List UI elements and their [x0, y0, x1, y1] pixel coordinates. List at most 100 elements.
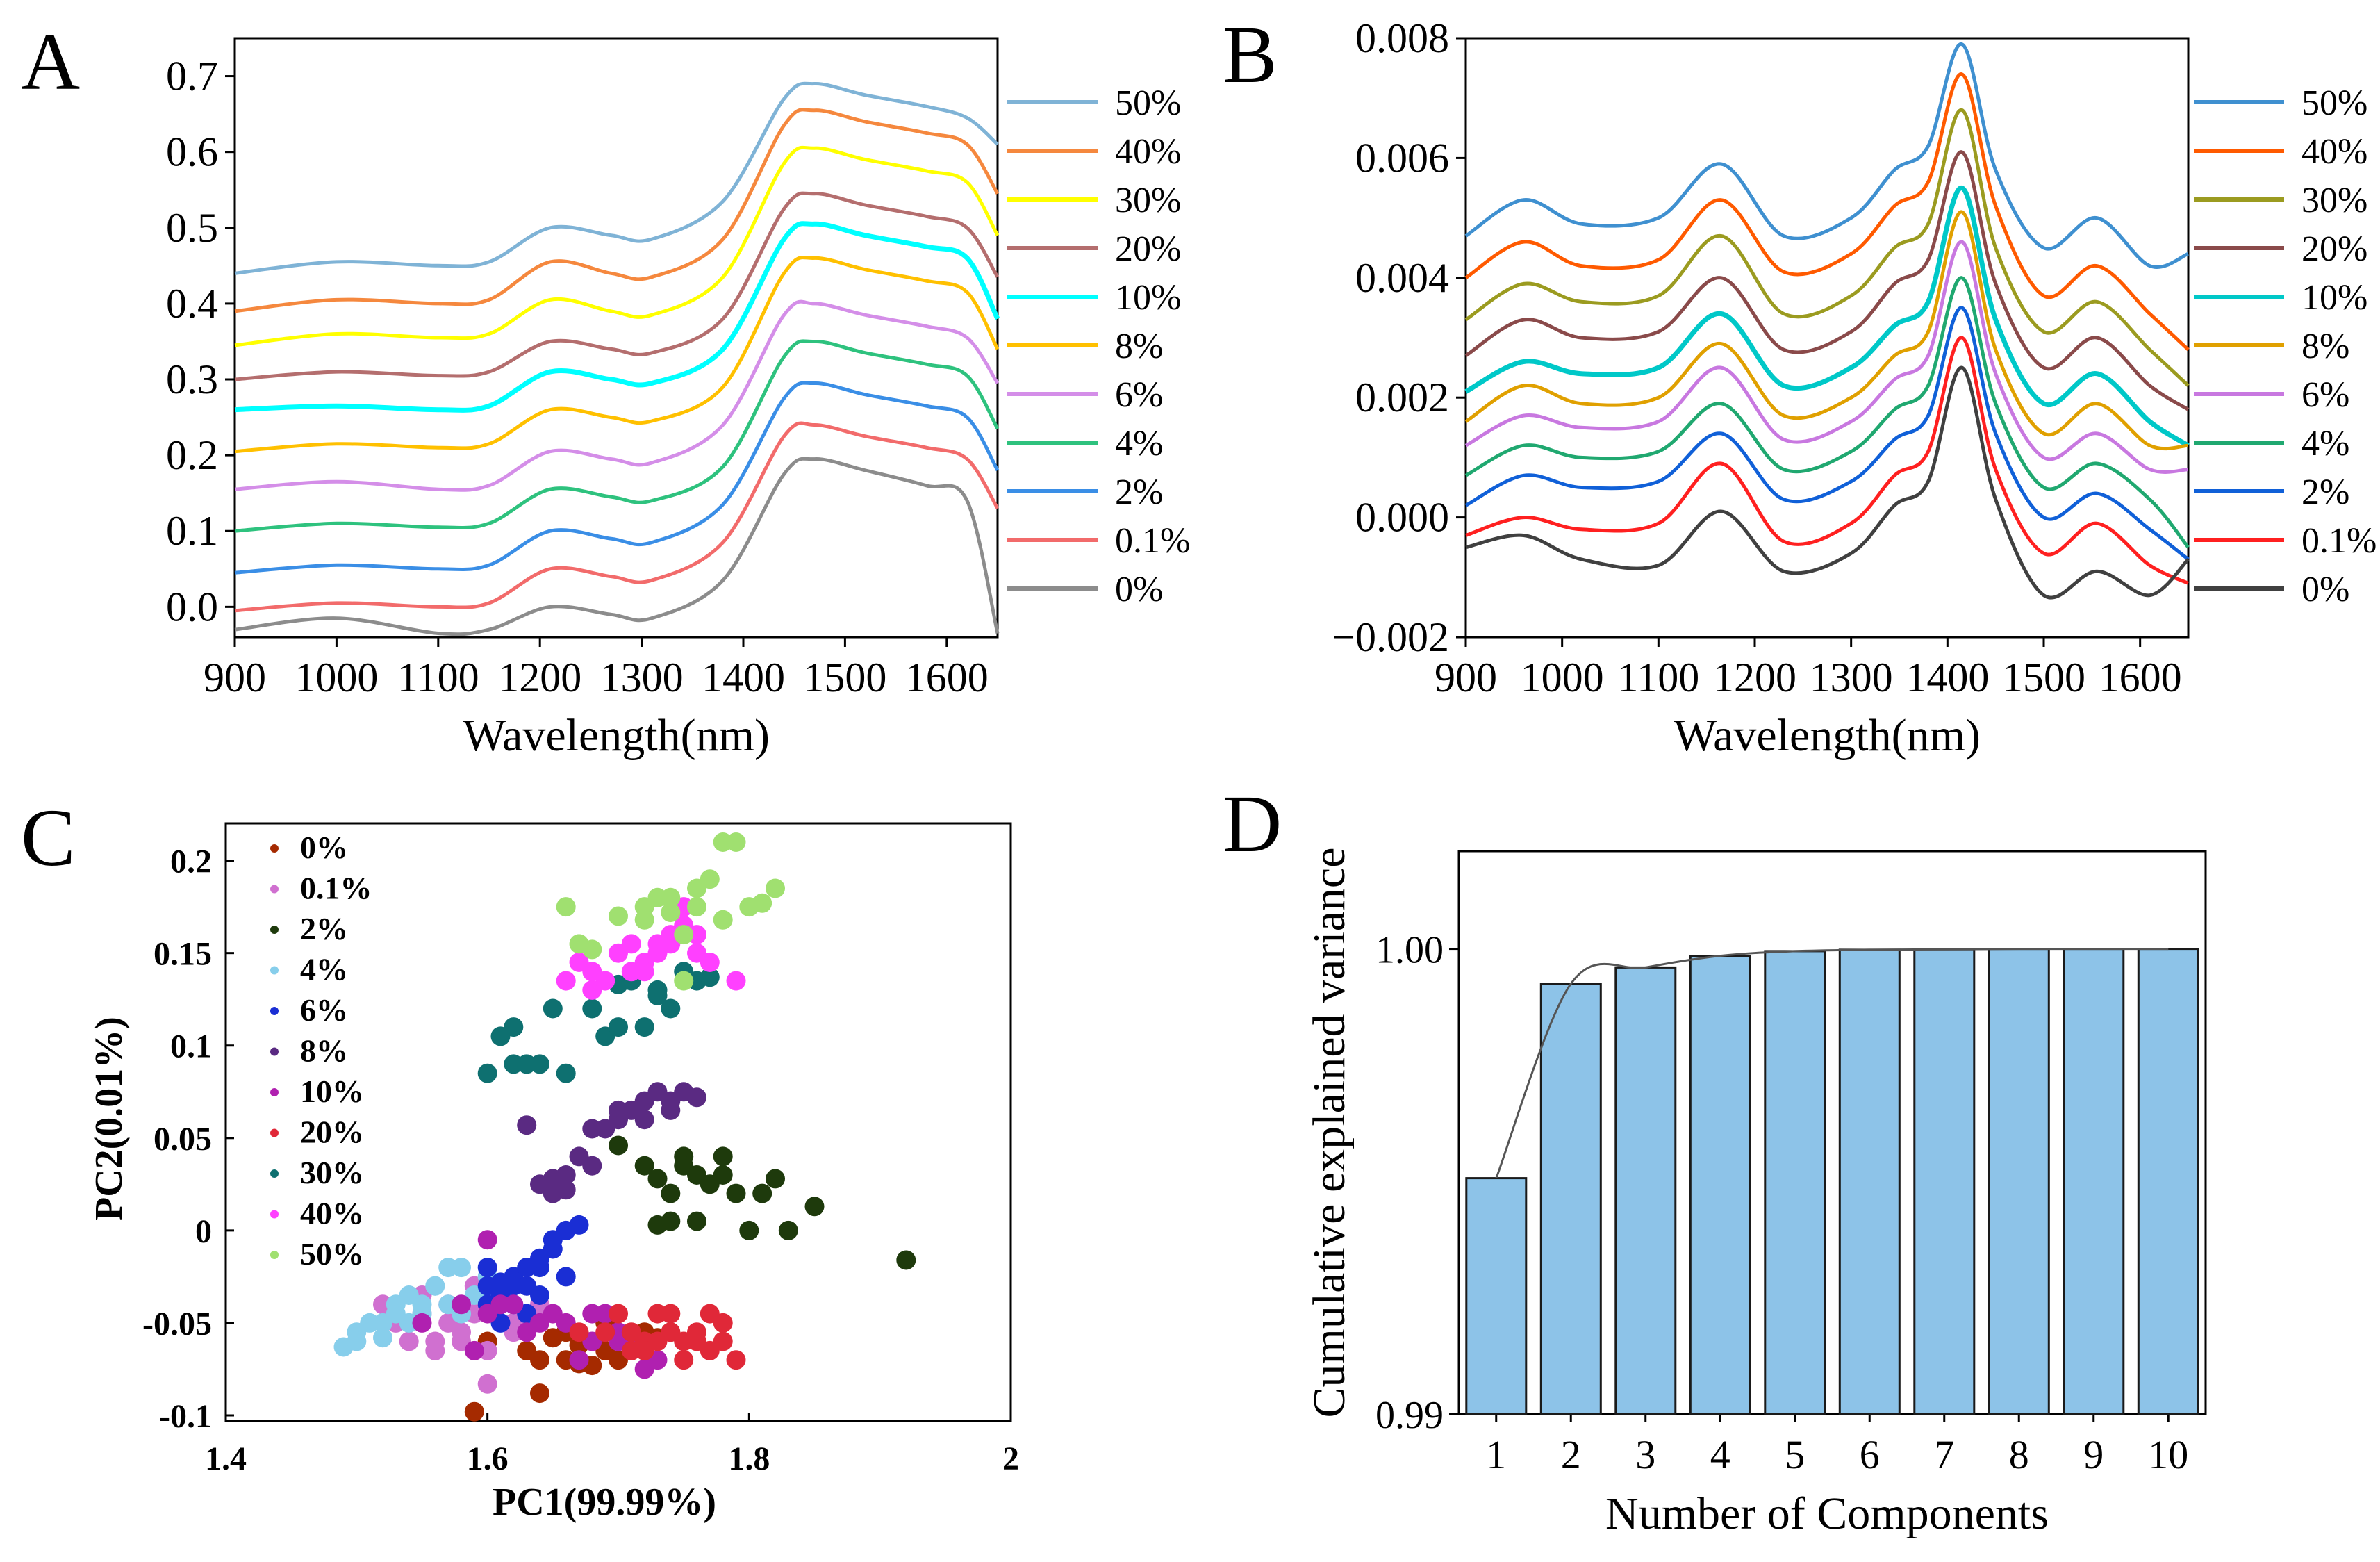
panel-b-legend-label: 0%	[2302, 570, 2349, 609]
panel-a-x-tick-label: 1600	[905, 655, 989, 700]
panel-a-y-tick-label: 0.2	[166, 432, 218, 478]
panel-b-y-tick-label: 0.004	[1355, 255, 1449, 301]
panel-d-y-tick-label: 0.99	[1375, 1394, 1444, 1437]
panel-b-legend-label: 20%	[2302, 229, 2367, 269]
panel-a-series-line	[234, 339, 1000, 533]
panel-c-data-point	[569, 1322, 589, 1342]
panel-a-legend-label: 4%	[1115, 424, 1163, 463]
panel-c-legend-marker	[270, 1169, 279, 1178]
panel-b-axes: 900 1000 1100 1200 1300 1400 1500 1600 −0.002 0.0…	[1332, 15, 2182, 700]
panel-b-y-tick-label: 0.008	[1355, 15, 1449, 61]
panel-a-series-line	[234, 145, 1000, 347]
panel-c-legend-label: 40%	[300, 1196, 364, 1231]
panel-c-data-point	[896, 1250, 916, 1270]
panel-c-y-tick-label: 0.1	[170, 1028, 212, 1065]
panel-a-series-line	[234, 457, 1000, 636]
panel-c-data-point	[609, 1304, 628, 1324]
panel-c-data-point	[477, 1374, 497, 1394]
panel-d-bar	[1689, 955, 1751, 1415]
panel-c-data-point	[674, 925, 694, 945]
panel-label-c: C	[21, 792, 76, 883]
panel-c-data-point	[713, 1146, 733, 1167]
panel-c-data-point	[582, 1304, 602, 1324]
panel-c-data-point	[661, 887, 681, 907]
panel-c-data-point	[556, 971, 576, 991]
panel-c-x-tick-label: 2	[1002, 1440, 1019, 1477]
panel-c-data-point	[634, 962, 654, 982]
panel-a-x-tick-label: 900	[204, 655, 266, 700]
panel-c-data-point	[569, 1215, 589, 1235]
panel-c-data-point	[687, 897, 706, 917]
panel-c-data-point	[477, 1258, 497, 1278]
panel-d-x-tick-label: 1	[1486, 1432, 1506, 1477]
panel-b-x-tick-label: 1200	[1713, 655, 1796, 700]
panel-a-x-axis-label: Wavelength(nm)	[463, 710, 770, 761]
panel-c-data-point	[477, 1304, 497, 1324]
panel-c-data-point	[543, 998, 563, 1019]
panel-c-y-tick-label: 0	[195, 1213, 212, 1250]
panel-c-legend-label: 2%	[300, 911, 348, 946]
panel-d-plot-frame	[1457, 850, 2207, 1415]
panel-d-bar	[1539, 983, 1602, 1415]
panel-a-legend-label: 10%	[1115, 278, 1181, 318]
panel-b-plot-frame	[1464, 37, 2190, 639]
panel-c-data-point	[647, 1169, 668, 1189]
panel-c-data-point	[726, 1183, 746, 1203]
panel-c-data-point	[713, 1165, 733, 1185]
panel-a-legend-label: 0%	[1115, 570, 1163, 609]
panel-b-x-tick-label: 1400	[1906, 655, 1989, 700]
panel-c-legend-label: 10%	[300, 1074, 364, 1109]
panel-b-x-tick-label: 1000	[1521, 655, 1604, 700]
panel-c-data-point	[687, 1211, 706, 1231]
panel-d-x-tick-label: 9	[2083, 1432, 2104, 1477]
panel-d-y-axis-label: Cumulative explained variance	[1304, 847, 1355, 1417]
panel-b-series-line	[1464, 210, 2189, 451]
panel-b-legend-label: 6%	[2302, 375, 2349, 415]
panel-c-data-point	[504, 1294, 524, 1315]
panel-c-data-point	[661, 1183, 681, 1203]
panel-c-data-point	[569, 1350, 589, 1370]
panel-c-scatter-chart: 1.4 1.6 1.8 2 -0.1 -0.05 0 0.05 0.1 0.15 0.2 0% 0.1…	[88, 822, 1019, 1524]
panel-b-series-line	[1464, 186, 2190, 448]
panel-b-y-tick-label: 0.006	[1355, 135, 1449, 181]
panel-b-series-line	[1464, 42, 2190, 269]
panel-c-data-point	[647, 1215, 668, 1235]
panel-a-legend: 50% 40% 30% 20% 10% 8% 6% 4% 2% 0.1% 0%	[1007, 83, 1190, 609]
panel-c-data-point	[543, 1169, 563, 1189]
panel-b-line-chart: 900 1000 1100 1200 1300 1400 1500 1600 −0.002 0.0…	[1332, 15, 2377, 761]
panel-d-bar	[1764, 950, 1826, 1415]
panel-c-x-tick-label: 1.4	[205, 1440, 247, 1477]
panel-c-legend-label: 50%	[300, 1236, 364, 1272]
panel-c-data-point	[621, 1340, 641, 1360]
panel-c-legend-label: 4%	[300, 952, 348, 987]
panel-b-legend-label: 40%	[2302, 132, 2367, 172]
panel-d-x-tick-label: 6	[1860, 1432, 1880, 1477]
panel-b-series-line	[1465, 365, 2190, 600]
panel-d-bar	[1913, 948, 1976, 1415]
panel-b-legend-label: 2%	[2302, 472, 2349, 512]
panel-c-data-point	[609, 1135, 628, 1156]
panel-c-legend-marker	[270, 1210, 279, 1219]
panel-c-data-point	[713, 910, 733, 930]
panel-a-series-line	[234, 381, 1000, 575]
panel-d-x-tick-label: 3	[1635, 1432, 1655, 1477]
panel-a-x-tick-label: 1100	[397, 655, 479, 700]
panel-c-data-point	[634, 910, 654, 930]
panel-c-y-tick-label: -0.1	[159, 1398, 212, 1435]
panel-c-x-tick-label: 1.6	[467, 1440, 509, 1477]
panel-d-x-tick-label: 8	[2009, 1432, 2029, 1477]
panel-a-legend-label: 8%	[1115, 327, 1163, 366]
panel-c-data-point	[582, 980, 602, 1000]
panel-d-bar	[1988, 948, 2050, 1415]
panel-c-data-point	[661, 998, 681, 1019]
panel-b-series-line	[1464, 240, 2189, 474]
panel-b-x-axis-label: Wavelength(nm)	[1674, 710, 1981, 761]
panel-b-series	[1464, 42, 2190, 600]
panel-c-data-point	[726, 971, 746, 991]
panel-a-series-line	[234, 421, 1000, 613]
panel-d-bar-chart: 0.99 1.00 1 2 3 4 5 6 7 8 9 10 Number of Components…	[1304, 847, 2207, 1539]
panel-c-data-point	[582, 1156, 602, 1176]
panel-c-data-point	[517, 1115, 537, 1135]
panel-c-y-tick-label: 0.05	[154, 1121, 212, 1158]
